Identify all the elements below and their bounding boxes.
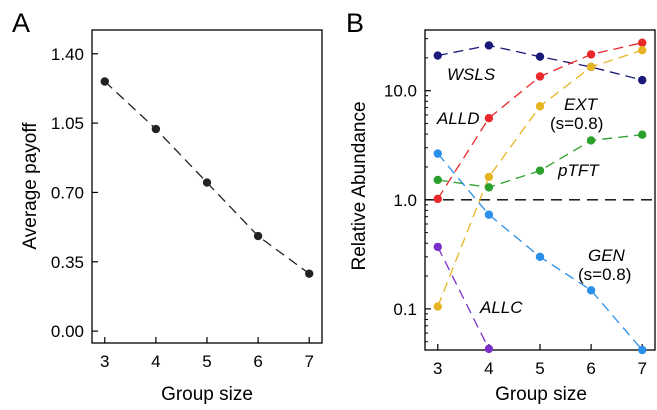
data-point-gen	[484, 210, 494, 219]
data-point-gen	[433, 149, 442, 158]
panel-a-y-tick-label: 0.35	[51, 253, 84, 272]
series-line-allc	[437, 246, 490, 350]
data-point-alld	[484, 113, 494, 123]
series-label-allc: ALLC	[479, 298, 523, 317]
data-point-series-1	[151, 124, 161, 134]
data-point-alld	[535, 72, 545, 81]
panel-b-x-tick-label: 6	[586, 359, 595, 378]
data-point-ptft	[433, 175, 442, 185]
panel-a-y-tick-label: 0.00	[51, 322, 84, 341]
panel-a-x-axis-title: Group size	[161, 384, 253, 405]
panel-a-series	[100, 77, 314, 278]
panel-b-x-tick-label: 4	[484, 359, 493, 378]
panel-a-letter: A	[12, 8, 30, 38]
data-point-ext	[586, 62, 596, 72]
panel-a-ticks: 3 4 5 6 7 0.00 0.35 0.70 1.05 1.40	[51, 45, 314, 371]
panel-b-x-axis-title: Group size	[495, 384, 587, 405]
series-label-ext: EXT	[564, 95, 599, 114]
panel-b-y-tick-label: 0.1	[393, 300, 417, 319]
panel-b: B 3 4 5 6 7 0.1 1.0 10.0 WSLS ALLD EXT (s=0.8) …	[346, 8, 656, 405]
data-point-ptft	[535, 166, 545, 175]
panel-b-y-tick-label: 1.0	[393, 191, 417, 210]
data-point-ptft	[484, 183, 494, 192]
panel-a-y-tick-label: 1.05	[51, 114, 84, 133]
series-label-alld: ALLD	[436, 109, 480, 128]
panel-a-x-tick-label: 6	[253, 352, 262, 371]
data-point-alld	[433, 194, 442, 204]
panel-a-x-tick-label: 7	[304, 352, 313, 371]
data-point-wsls	[638, 75, 647, 85]
data-point-series-1	[305, 269, 314, 278]
series-line-ptft	[437, 134, 643, 189]
data-point-alld	[638, 38, 647, 47]
data-point-alld	[586, 50, 596, 59]
panel-b-letter: B	[346, 8, 364, 38]
panel-a-x-tick-label: 3	[100, 352, 109, 371]
data-point-gen	[586, 286, 596, 295]
series-line-series-1	[104, 81, 310, 275]
panel-b-y-tick-label: 10.0	[384, 82, 417, 101]
data-point-allc	[484, 344, 494, 354]
panel-a-y-tick-label: 0.70	[51, 183, 84, 202]
data-point-allc	[433, 242, 442, 252]
data-point-ext	[638, 46, 647, 55]
data-point-ext	[433, 302, 442, 311]
data-point-ptft	[586, 136, 596, 145]
series-sublabel-gen: (s=0.8)	[578, 265, 631, 284]
panel-b-series	[433, 38, 647, 355]
data-point-series-1	[202, 178, 212, 187]
data-point-series-1	[100, 77, 109, 86]
series-sublabel-ext: (s=0.8)	[550, 114, 603, 133]
series-label-gen: GEN	[588, 246, 626, 265]
series-label-ptft: pTFT	[557, 161, 600, 180]
data-point-wsls	[484, 41, 494, 50]
panel-b-ticks: 3 4 5 6 7 0.1 1.0 10.0	[384, 38, 647, 378]
series-label-wsls: WSLS	[447, 65, 496, 84]
data-point-series-1	[253, 231, 263, 241]
panel-a: A 3 4 5 6 7 0.00 0.35 0.70 1.05 1.40 Group size A…	[12, 8, 323, 405]
panel-b-y-axis-title: Relative Abundance	[349, 101, 370, 270]
panel-a-x-tick-label: 5	[202, 352, 211, 371]
data-point-ptft	[638, 130, 647, 139]
panel-a-x-tick-label: 4	[151, 352, 160, 371]
data-point-gen	[535, 252, 545, 262]
data-point-gen	[638, 345, 647, 355]
data-point-wsls	[535, 52, 545, 61]
data-point-ext	[484, 172, 494, 182]
panel-a-y-tick-label: 1.40	[51, 45, 84, 64]
data-point-wsls	[433, 51, 442, 60]
panel-b-x-tick-label: 5	[535, 359, 544, 378]
data-point-ext	[535, 102, 545, 111]
panel-b-x-tick-label: 3	[433, 359, 442, 378]
panel-b-series-labels: WSLS ALLD EXT (s=0.8) pTFT GEN (s=0.8) A…	[436, 65, 631, 317]
panel-a-y-axis-title: Average payoff	[20, 122, 41, 250]
panel-b-x-tick-label: 7	[637, 359, 646, 378]
